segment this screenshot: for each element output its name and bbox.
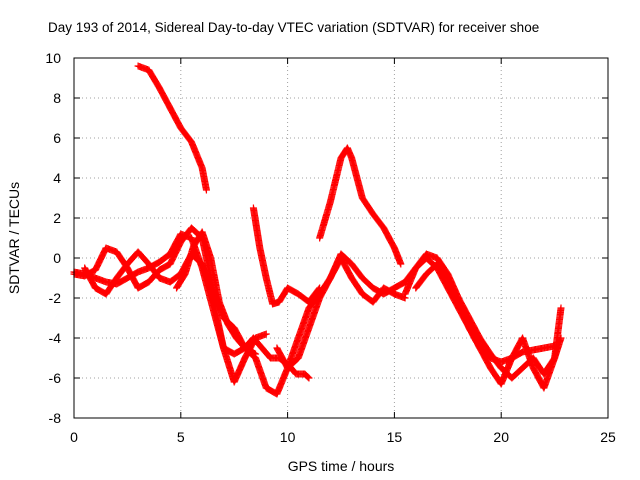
- y-axis-label: SDTVAR / TECUs: [6, 182, 22, 294]
- chart-title: Day 193 of 2014, Sidereal Day-to-day VTE…: [48, 20, 539, 35]
- x-tick-label: 10: [280, 429, 296, 445]
- data-point: [557, 304, 565, 312]
- x-tick-label: 5: [177, 429, 185, 445]
- series-track-10: [412, 260, 565, 392]
- y-tick-label: -2: [49, 290, 62, 306]
- x-axis-label: GPS time / hours: [288, 458, 395, 474]
- y-tick-label: 4: [53, 170, 61, 186]
- x-tick-label: 15: [387, 429, 403, 445]
- x-tick-label: 20: [493, 429, 509, 445]
- y-tick-label: 8: [53, 90, 61, 106]
- data-point: [305, 374, 313, 382]
- y-tick-label: 6: [53, 130, 61, 146]
- y-tick-label: 0: [53, 250, 61, 266]
- y-tick-label: -4: [49, 330, 62, 346]
- data-point: [202, 186, 210, 194]
- series-track-8: [273, 254, 409, 372]
- y-tick-label: -8: [49, 410, 62, 426]
- series-track-5: [134, 62, 210, 194]
- plot-frame: [73, 57, 609, 419]
- x-tick-label: 25: [600, 429, 616, 445]
- data-point: [397, 260, 405, 268]
- data-point: [252, 350, 260, 358]
- data-point: [262, 330, 270, 338]
- series-track-7: [316, 144, 405, 268]
- axis-ticks: 0 5 10 15 20 25 -8 -6 -4 -2 0 2 4 6 8 10: [45, 50, 616, 445]
- x-tick-label: 0: [70, 429, 78, 445]
- data-point-interp: [303, 372, 311, 380]
- series-track-4: [173, 228, 313, 382]
- y-tick-label: 10: [45, 50, 61, 66]
- data-point-interp: [304, 373, 312, 381]
- y-tick-label: -6: [49, 370, 62, 386]
- y-tick-label: 2: [53, 210, 61, 226]
- data-points: [70, 62, 565, 398]
